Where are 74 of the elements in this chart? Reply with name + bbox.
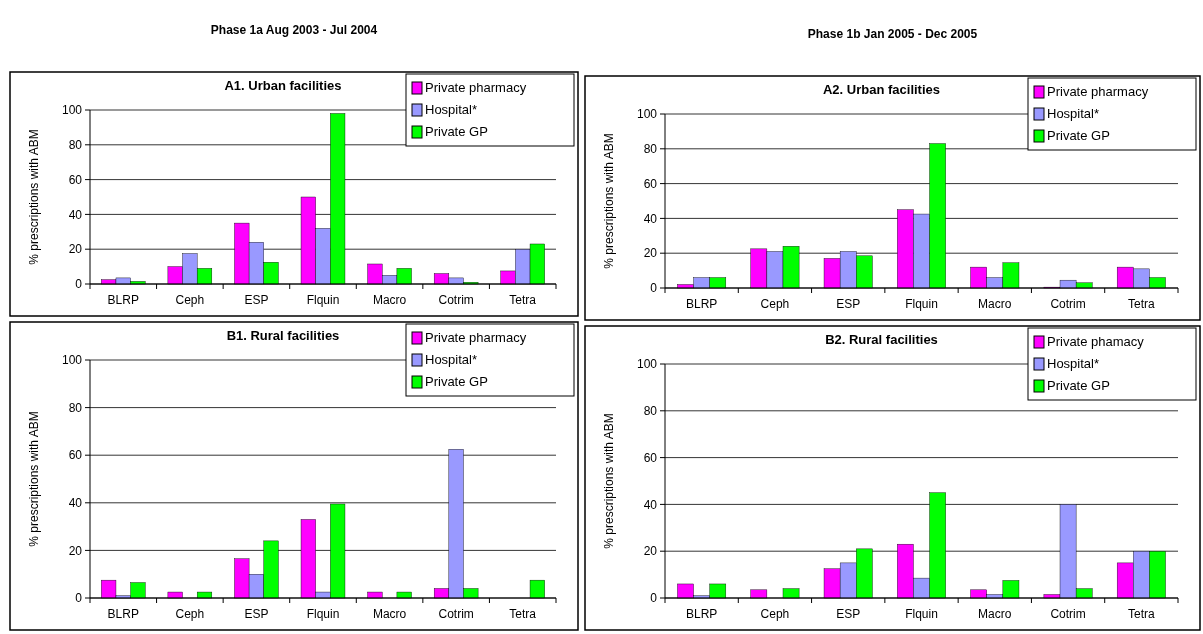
chart-subtitle: Phase 1b Jan 2005 - Dec 2005	[807, 27, 978, 41]
legend-label: Private GP	[1047, 128, 1110, 143]
x-tick-label: Flquin	[306, 293, 340, 307]
y-tick-label: 80	[68, 138, 83, 152]
x-tick-label: ESP	[836, 607, 861, 621]
y-tick-label: 0	[650, 591, 658, 606]
legend-label: Private GP	[1047, 378, 1110, 393]
y-tick-label: 60	[643, 176, 658, 191]
legend-label: Hospital*	[1047, 106, 1100, 121]
x-tick-label: Tetra	[509, 293, 537, 307]
y-tick-label: 80	[643, 404, 658, 418]
x-tick-label: Cotrim	[1050, 297, 1086, 311]
y-tick-label: 40	[68, 496, 83, 510]
x-tick-label: Ceph	[175, 607, 205, 621]
x-tick-label: Macro	[372, 293, 407, 307]
y-tick-label: 100	[61, 103, 83, 118]
y-tick-label: 100	[636, 107, 658, 122]
y-tick-label: 20	[68, 242, 83, 257]
x-tick-label: Flquin	[306, 607, 340, 621]
chart-title: A1. Urban facilities	[224, 78, 342, 93]
x-tick-label: Cotrim	[1050, 607, 1086, 621]
legend-label: Private pharmacy	[425, 80, 527, 95]
y-tick-label: 60	[643, 450, 658, 465]
x-tick-label: Ceph	[175, 293, 205, 307]
y-tick-label: 0	[75, 591, 83, 606]
x-tick-label: Tetra	[1128, 297, 1156, 311]
y-tick-label: 20	[68, 543, 83, 558]
y-tick-label: 20	[643, 544, 658, 559]
y-tick-label: 0	[650, 281, 658, 296]
legend-label: Hospital*	[1047, 356, 1100, 371]
x-tick-label: Ceph	[760, 607, 790, 621]
legend-label: Hospital*	[425, 102, 478, 117]
y-tick-label: 0	[75, 277, 83, 292]
x-tick-label: Cotrim	[438, 293, 474, 307]
y-axis-title: % prescriptions with ABM	[602, 413, 616, 549]
legend-label: Private GP	[425, 124, 488, 139]
x-tick-label: Flquin	[905, 297, 938, 311]
legend-label: Hospital*	[425, 352, 478, 367]
chart-title: B2. Rural facilities	[825, 332, 938, 347]
x-tick-label: Macro	[978, 297, 1012, 311]
x-tick-label: ESP	[244, 293, 269, 307]
chart-title: B1. Rural facilities	[226, 328, 340, 343]
legend-label: Private GP	[425, 374, 488, 389]
y-axis-title: % prescriptions with ABM	[602, 133, 616, 269]
x-tick-label: Tetra	[509, 607, 537, 621]
x-tick-label: BLRP	[107, 607, 139, 621]
x-tick-label: Flquin	[905, 607, 938, 621]
x-tick-label: ESP	[836, 297, 861, 311]
legend-label: Private phamacy	[1047, 334, 1145, 349]
y-tick-label: 40	[643, 211, 658, 226]
y-tick-label: 100	[636, 357, 658, 372]
y-tick-label: 100	[61, 353, 83, 368]
y-tick-label: 60	[68, 448, 83, 463]
x-tick-label: BLRP	[685, 607, 718, 621]
y-axis-title: % prescriptions with ABM	[27, 129, 41, 265]
legend-label: Private pharmacy	[1047, 84, 1149, 99]
y-tick-label: 40	[643, 497, 658, 512]
x-tick-label: ESP	[244, 607, 269, 621]
legend-label: Private pharmacy	[425, 330, 527, 345]
y-tick-label: 60	[68, 172, 83, 187]
x-tick-label: Ceph	[760, 297, 790, 311]
y-tick-label: 20	[643, 246, 658, 261]
x-tick-label: Macro	[978, 607, 1012, 621]
x-tick-label: Cotrim	[438, 607, 474, 621]
chart-title: A2. Urban facilities	[822, 82, 941, 97]
y-tick-label: 80	[643, 142, 658, 156]
y-axis-title: % prescriptions with ABM	[27, 411, 41, 547]
y-tick-label: 80	[68, 400, 83, 415]
chart-subtitle: Phase 1a Aug 2003 - Jul 2004	[210, 23, 378, 37]
x-tick-label: BLRP	[107, 293, 139, 307]
x-tick-label: Macro	[372, 607, 407, 621]
y-tick-label: 40	[68, 207, 83, 222]
x-tick-label: BLRP	[685, 297, 718, 311]
x-tick-label: Tetra	[1128, 607, 1156, 621]
